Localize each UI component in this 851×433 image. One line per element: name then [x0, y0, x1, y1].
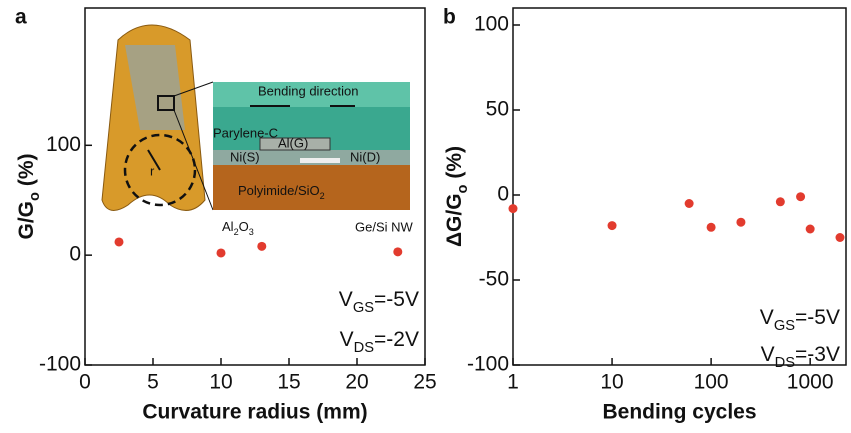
inset-label: Al(G) — [278, 135, 308, 150]
point — [835, 233, 845, 242]
panel-label: a — [15, 6, 27, 29]
annotation: VDS=-3V — [761, 343, 840, 371]
text-part: =-2V — [374, 328, 419, 351]
y-tick-label: -50 — [479, 268, 509, 291]
text-part: Al — [222, 219, 234, 234]
x-tick-label: 1 — [507, 371, 519, 394]
point — [393, 247, 403, 257]
inset-label: r — [150, 163, 155, 178]
y-tick-label: 100 — [474, 13, 509, 36]
x-tick-label: 5 — [147, 371, 159, 394]
x-tick-label: 1000 — [787, 371, 834, 394]
point — [216, 248, 226, 258]
y-axis-title: ΔG/Go (%) — [443, 146, 471, 247]
text-part: 3 — [249, 227, 254, 237]
point — [805, 224, 815, 234]
inset-label: Parylene-C — [213, 125, 278, 140]
text-part: 2 — [320, 191, 325, 201]
inset-label: Polyimide/SiO2 — [238, 183, 325, 201]
plot-frame — [512, 7, 847, 366]
y-tick-label: -100 — [467, 353, 509, 376]
y-tick-label: 50 — [486, 98, 509, 121]
point — [684, 199, 694, 208]
annotation: VGS=-5V — [339, 288, 419, 316]
text-part: o — [455, 184, 471, 193]
plot-frame — [84, 7, 426, 366]
point — [796, 192, 806, 202]
text-part: =-5V — [374, 288, 419, 311]
point — [706, 222, 716, 232]
y-tick-label: 0 — [497, 183, 509, 206]
point — [775, 197, 785, 207]
point — [508, 204, 518, 214]
y-tick-label: -100 — [39, 353, 81, 376]
y-tick-label: 100 — [46, 133, 81, 156]
gate — [259, 137, 331, 151]
radius-circle — [123, 133, 197, 207]
text-part: O — [239, 219, 249, 234]
text-part: GS — [353, 300, 374, 316]
text-part: =-5V — [795, 306, 840, 329]
text-part: 2 — [234, 227, 239, 237]
text-part: =-3V — [795, 343, 840, 366]
x-tick-label: 10 — [209, 371, 232, 394]
point — [114, 237, 124, 247]
inset: Bending direction Parylene-C Al(G) Ni(S)… — [101, 24, 414, 237]
inset-label: Bending direction — [258, 83, 358, 98]
text-part: (%) — [443, 146, 466, 185]
x-tick-label: 10 — [600, 371, 623, 394]
x-tick-label: 25 — [413, 371, 436, 394]
text-part: V — [340, 328, 354, 351]
x-axis-title: Curvature radius (mm) — [142, 401, 367, 424]
annotation: VGS=-5V — [760, 306, 840, 334]
text-part: G/G — [15, 201, 38, 240]
y-tick-label: 0 — [69, 243, 81, 266]
panel-label: b — [443, 6, 456, 29]
substrate — [213, 165, 410, 210]
zoom-line — [173, 81, 214, 97]
zoom-line — [173, 109, 214, 211]
nanowire — [300, 158, 340, 163]
point — [736, 217, 746, 227]
contact-layer — [213, 150, 410, 165]
text-part: ΔG/G — [443, 193, 466, 247]
annotation: VDS=-2V — [340, 328, 419, 356]
x-axis-title: Bending cycles — [602, 401, 756, 424]
text-part: DS — [775, 355, 796, 371]
inset-label: Ge/Si NW — [355, 219, 414, 234]
point — [607, 221, 617, 231]
text-part: V — [760, 306, 774, 329]
text-part: GS — [774, 318, 795, 334]
inset-label: Ni(S) — [230, 149, 260, 164]
top-layer — [213, 82, 410, 107]
text-part: V — [761, 343, 775, 366]
x-tick-label: 100 — [694, 371, 729, 394]
inset-label: Al2O3 — [222, 219, 254, 237]
point — [257, 241, 267, 251]
radius-arrow — [147, 149, 161, 171]
zoom-box — [157, 95, 175, 111]
text-part: V — [339, 288, 353, 311]
y-axis-title: G/Go (%) — [15, 154, 43, 240]
x-tick-label: 15 — [277, 371, 300, 394]
x-tick-label: 0 — [79, 371, 91, 394]
devices — [125, 45, 185, 130]
text-part: (%) — [15, 154, 38, 193]
text-part: Polyimide/SiO — [238, 183, 320, 198]
x-tick-label: 20 — [345, 371, 368, 394]
inset-label: Ni(D) — [350, 149, 380, 164]
text-part: DS — [354, 340, 375, 356]
text-part: o — [27, 192, 43, 201]
